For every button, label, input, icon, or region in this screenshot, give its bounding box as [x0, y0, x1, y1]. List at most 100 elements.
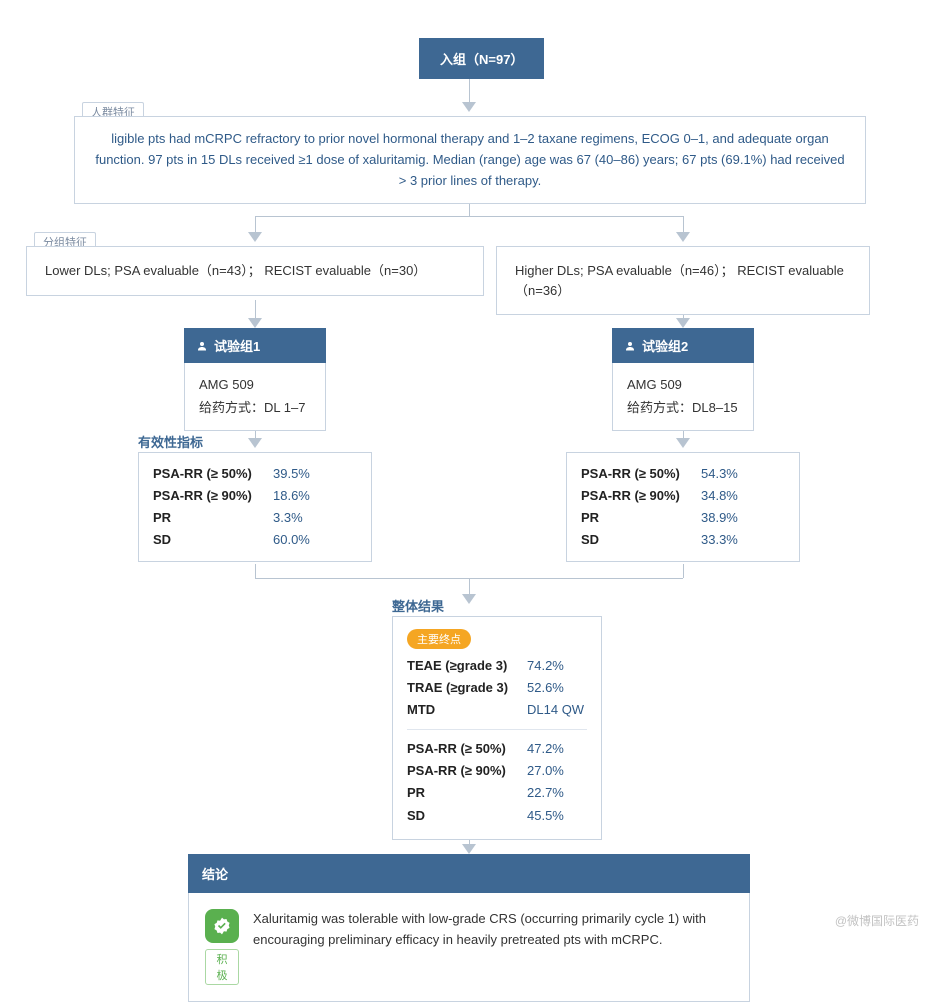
- metric-key: MTD: [407, 699, 515, 721]
- trial1-dose-label: 给药方式：: [199, 400, 264, 415]
- metric-key: TRAE (≥grade 3): [407, 677, 515, 699]
- metric-row: SD 60.0%: [153, 529, 357, 551]
- group-right-text: Higher DLs; PSA evaluable（n=46）； RECIST …: [515, 263, 844, 298]
- trial1-title: 试验组1: [214, 336, 260, 355]
- connector: [255, 300, 256, 320]
- metric-value: DL14 QW: [527, 699, 584, 721]
- conclusion-header: 结论: [188, 854, 750, 893]
- connector: [469, 76, 470, 104]
- trial2-header: 试验组2: [612, 328, 754, 363]
- arrow-icon: [676, 318, 690, 328]
- metric-row: PSA-RR (≥ 90%) 34.8%: [581, 485, 785, 507]
- group-left-box: Lower DLs; PSA evaluable（n=43）； RECIST e…: [26, 246, 484, 296]
- metric-key: PSA-RR (≥ 50%): [407, 738, 515, 760]
- overall-section-b: PSA-RR (≥ 50%) 47.2% PSA-RR (≥ 90%) 27.0%PR…: [407, 738, 587, 826]
- metric-value: 34.8%: [701, 485, 738, 507]
- metric-value: 52.6%: [527, 677, 564, 699]
- connector: [255, 564, 256, 578]
- arrow-icon: [248, 232, 262, 242]
- primary-endpoint-badge: 主要终点: [407, 629, 471, 649]
- metric-row: PR22.7%: [407, 782, 587, 804]
- arrow-icon: [462, 594, 476, 604]
- trial1-header: 试验组1: [184, 328, 326, 363]
- metric-row: PSA-RR (≥ 90%) 18.6%: [153, 485, 357, 507]
- trial2-box: 试验组2 AMG 509 给药方式：DL8–15: [612, 328, 754, 431]
- positive-label: 积极: [205, 949, 239, 985]
- enroll-label: 入组（N=97）: [440, 52, 523, 67]
- metric-key: TEAE (≥grade 3): [407, 655, 515, 677]
- trial2-dose-row: 给药方式：DL8–15: [627, 396, 739, 419]
- metric-value: 3.3%: [273, 507, 303, 529]
- trial1-dose: DL 1–7: [264, 400, 305, 415]
- metric-value: 18.6%: [273, 485, 310, 507]
- group-left-text: Lower DLs; PSA evaluable（n=43）； RECIST e…: [45, 263, 426, 278]
- trial1-body: AMG 509 给药方式：DL 1–7: [184, 363, 326, 431]
- metric-key: SD: [153, 529, 261, 551]
- metric-value: 22.7%: [527, 782, 564, 804]
- metric-value: 74.2%: [527, 655, 564, 677]
- metric-row: PR 3.3%: [153, 507, 357, 529]
- trial1-dose-row: 给药方式：DL 1–7: [199, 396, 311, 419]
- metric-key: PSA-RR (≥ 90%): [407, 760, 515, 782]
- trial2-drug: AMG 509: [627, 373, 739, 396]
- overall-box: 主要终点 TEAE (≥grade 3)74.2%TRAE (≥grade 3)…: [392, 616, 602, 840]
- watermark: @微博国际医药: [835, 912, 919, 929]
- metric-row: PSA-RR (≥ 50%) 54.3%: [581, 463, 785, 485]
- metric-value: 54.3%: [701, 463, 738, 485]
- metric-row: PSA-RR (≥ 50%) 47.2%: [407, 738, 587, 760]
- metric-value: 39.5%: [273, 463, 310, 485]
- metric-value: 27.0%: [527, 760, 564, 782]
- eff-label-left: 有效性指标: [138, 432, 203, 451]
- trial1-drug: AMG 509: [199, 373, 311, 396]
- arrow-icon: [676, 438, 690, 448]
- metric-row: SD33.3%: [581, 529, 785, 551]
- metric-row: PSA-RR (≥ 90%) 27.0%: [407, 760, 587, 782]
- trial2-dose-label: 给药方式：: [627, 400, 692, 415]
- trial2-body: AMG 509 给药方式：DL8–15: [612, 363, 754, 431]
- enroll-box: 入组（N=97）: [419, 38, 544, 79]
- overall-section-a: TEAE (≥grade 3) 74.2% TRAE (≥grade 3) 52.6%…: [407, 655, 587, 721]
- metric-row: PSA-RR (≥ 50%) 39.5%: [153, 463, 357, 485]
- arrow-icon: [676, 232, 690, 242]
- metric-key: PSA-RR (≥ 50%): [153, 463, 261, 485]
- arrow-icon: [462, 844, 476, 854]
- arrow-icon: [248, 438, 262, 448]
- metric-key: PSA-RR (≥ 90%): [581, 485, 689, 507]
- trial2-title: 试验组2: [642, 336, 688, 355]
- trial-flow-diagram: 入组（N=97） 人群特征 ligible pts had mCRPC refr…: [0, 20, 939, 943]
- divider: [407, 729, 587, 730]
- connector: [255, 216, 683, 217]
- metric-key: SD: [407, 805, 515, 827]
- metric-row: SD 45.5%: [407, 805, 587, 827]
- metric-value: 47.2%: [527, 738, 564, 760]
- metric-row: TEAE (≥grade 3) 74.2%: [407, 655, 587, 677]
- person-icon: [196, 340, 208, 352]
- arrow-icon: [462, 102, 476, 112]
- metric-row: TRAE (≥grade 3) 52.6%: [407, 677, 587, 699]
- metric-row: MTD DL14 QW: [407, 699, 587, 721]
- population-box: ligible pts had mCRPC refractory to prio…: [74, 116, 866, 204]
- trial2-dose: DL8–15: [692, 400, 738, 415]
- population-text: ligible pts had mCRPC refractory to prio…: [95, 131, 844, 188]
- conclusion-box: 结论 积极 Xaluritamig was tolerable with low…: [188, 854, 750, 1002]
- conclusion-body: 积极 Xaluritamig was tolerable with low-gr…: [188, 893, 750, 1002]
- metric-key: PSA-RR (≥ 90%): [153, 485, 261, 507]
- arrow-icon: [248, 318, 262, 328]
- trial1-box: 试验组1 AMG 509 给药方式：DL 1–7: [184, 328, 326, 431]
- metric-row: PR 38.9%: [581, 507, 785, 529]
- check-icon: [205, 909, 239, 943]
- metric-key: PSA-RR (≥ 50%): [581, 463, 689, 485]
- metric-key: SD: [581, 529, 689, 551]
- conclusion-text: Xaluritamig was tolerable with low-grade…: [253, 909, 733, 951]
- metric-value: 60.0%: [273, 529, 310, 551]
- connector: [683, 564, 684, 578]
- eff2-box: PSA-RR (≥ 50%)54.3%PSA-RR (≥ 90%)34.8%PR…: [566, 452, 800, 562]
- metric-key: PR: [581, 507, 689, 529]
- metric-value: 38.9%: [701, 507, 738, 529]
- metric-key: PR: [153, 507, 261, 529]
- overall-body: 主要终点 TEAE (≥grade 3)74.2%TRAE (≥grade 3)…: [393, 617, 601, 839]
- conclusion-badge-wrap: 积极: [205, 909, 239, 985]
- person-icon: [624, 340, 636, 352]
- eff1-box: PSA-RR (≥ 50%)39.5%PSA-RR (≥ 90%)18.6%PR…: [138, 452, 372, 562]
- metric-value: 45.5%: [527, 805, 564, 827]
